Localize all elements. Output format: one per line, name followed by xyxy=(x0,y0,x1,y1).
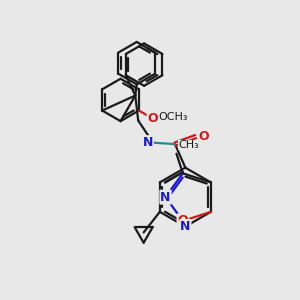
Text: O: O xyxy=(148,112,158,125)
Text: H: H xyxy=(141,136,152,149)
Text: O: O xyxy=(198,130,209,143)
Text: N: N xyxy=(160,190,171,204)
Text: O: O xyxy=(178,214,188,227)
Text: N: N xyxy=(180,220,190,233)
Text: OCH₃: OCH₃ xyxy=(158,112,188,122)
Text: CH₃: CH₃ xyxy=(178,140,199,150)
Text: N: N xyxy=(142,136,153,149)
